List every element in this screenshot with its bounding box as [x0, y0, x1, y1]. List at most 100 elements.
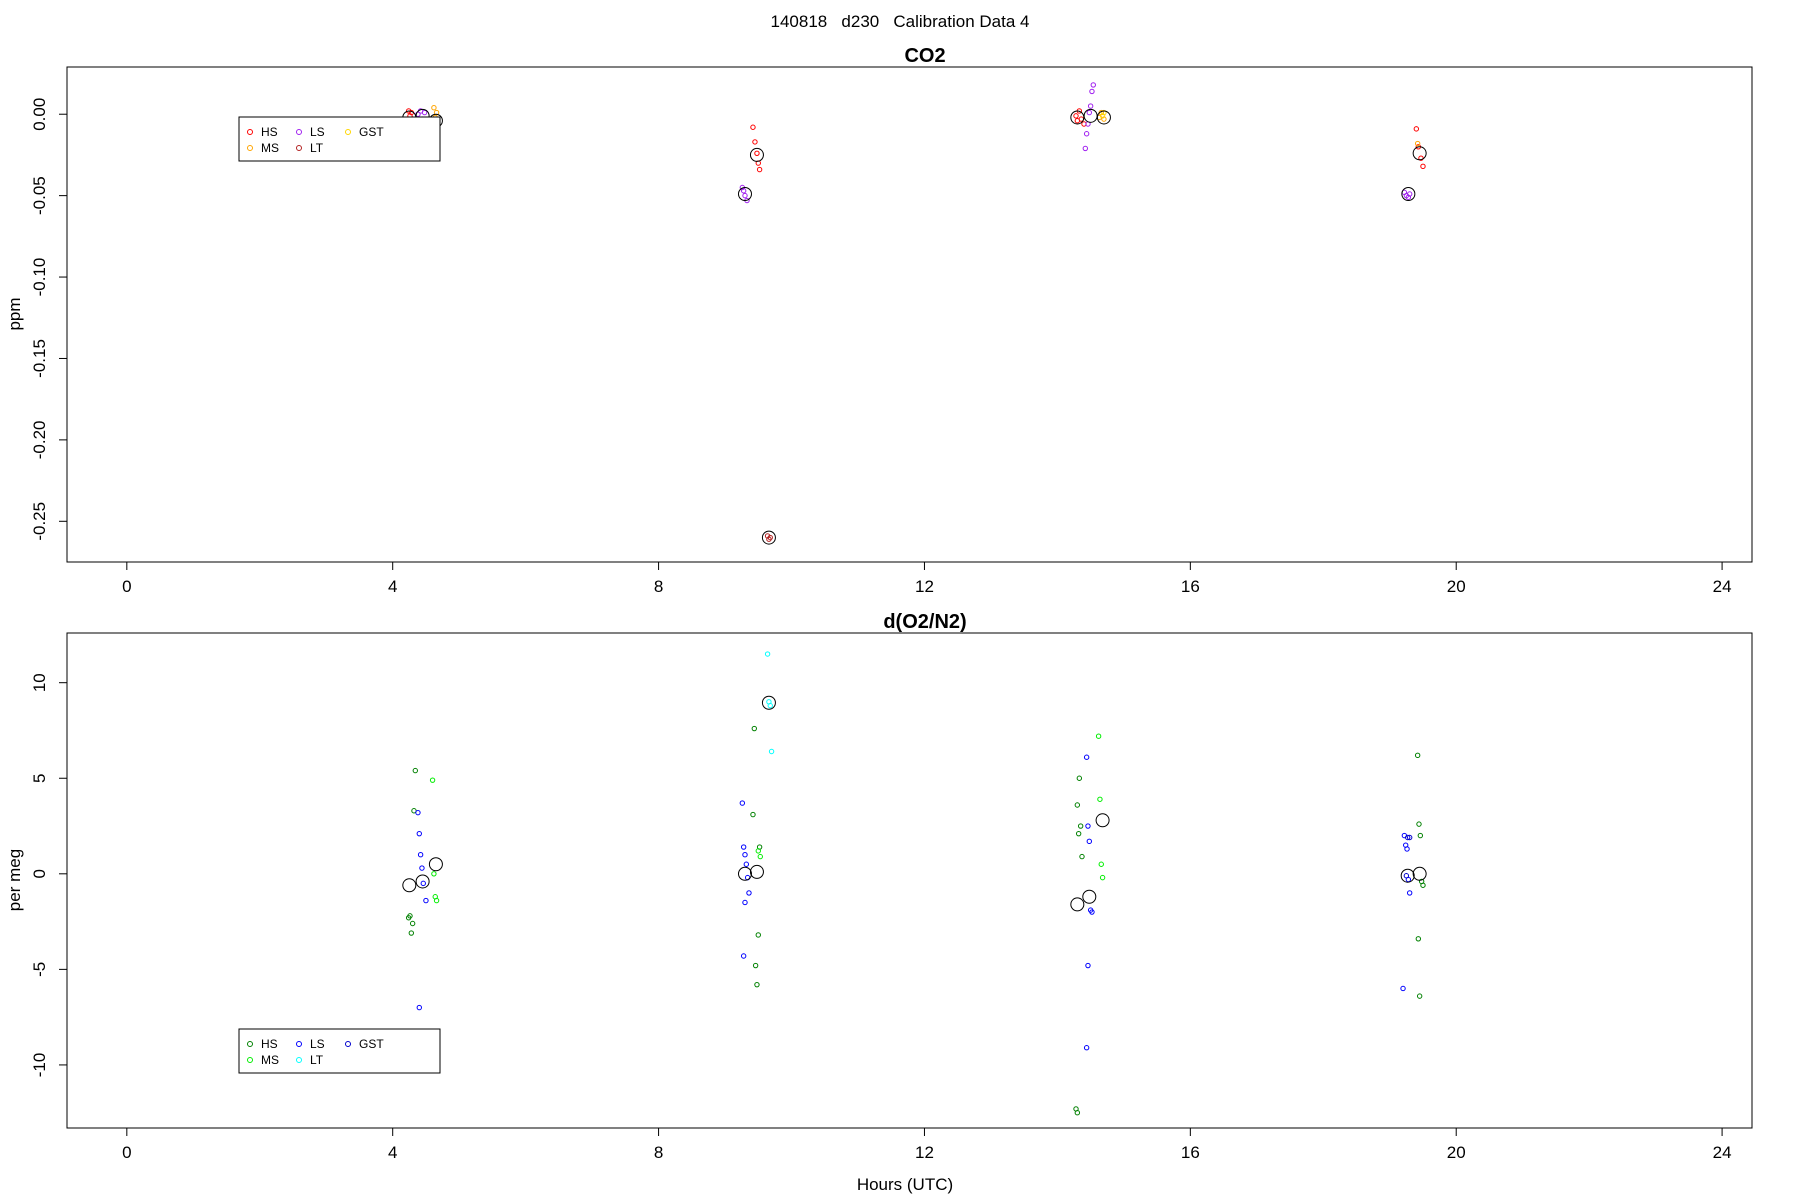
- mean-marker: [1095, 813, 1110, 828]
- x-tick-label: 8: [654, 1143, 663, 1162]
- legend-label-hs: HS: [261, 1037, 278, 1051]
- point-ls: [415, 809, 421, 816]
- mean-marker: [402, 878, 417, 893]
- point-hs: [1413, 126, 1420, 132]
- point-ms: [433, 109, 440, 116]
- mean-marker: [1401, 187, 1416, 202]
- point-ms: [1414, 140, 1421, 147]
- panel-o2n2: d(O2/N2) 0 4 8 12 16 20 24 10 5 0 -5 -10 per meg Ho…: [5, 611, 1753, 1194]
- point-ls: [1083, 1045, 1090, 1051]
- point-ls: [1086, 109, 1092, 116]
- panel-title-co2: CO2: [904, 45, 945, 67]
- point-ls: [742, 851, 748, 858]
- point-ls: [416, 1004, 422, 1011]
- point-ls: [421, 109, 428, 116]
- point-hs: [754, 150, 760, 156]
- point-hs: [751, 725, 757, 732]
- y-tick-label: 0.00: [30, 98, 49, 131]
- point-ls: [1089, 909, 1095, 915]
- x-tick-label: 0: [122, 1143, 131, 1162]
- mean-marker: [761, 695, 776, 710]
- x-tick-label: 20: [1447, 577, 1466, 596]
- point-ms: [1099, 874, 1106, 881]
- panel-co2: CO2 0 4 8 12 16 20 24 0.00 -0.05 -0.10 -0.15 -0.20 -…: [5, 45, 1753, 596]
- legend-marker-hs: [247, 129, 253, 135]
- point-hs: [1417, 832, 1424, 839]
- point-hs: [412, 767, 418, 774]
- y-axis-label-co2: ppm: [5, 297, 24, 330]
- x-tick-label: 24: [1713, 577, 1732, 596]
- x-tick-label: 12: [915, 1143, 934, 1162]
- axes-o2n2: 0 4 8 12 16 20 24 10 5 0 -5 -10: [30, 673, 1732, 1162]
- legend-box-o2n2: [238, 1028, 441, 1074]
- x-tick-label: 4: [388, 1143, 397, 1162]
- mean-marker: [1412, 146, 1427, 161]
- point-hs: [1075, 830, 1082, 837]
- point-ms: [1095, 733, 1102, 739]
- point-hs: [752, 962, 759, 969]
- point-ls: [742, 192, 748, 199]
- point-ls: [420, 880, 426, 887]
- point-ls: [1082, 145, 1089, 152]
- legend-marker-lt: [296, 145, 302, 151]
- point-ls: [740, 844, 747, 850]
- point-ls: [1087, 103, 1094, 109]
- y-tick-label: 0: [30, 869, 49, 878]
- legend-marker-lt: [296, 1057, 302, 1063]
- legend-marker-hs: [247, 1041, 253, 1047]
- mean-marker: [761, 530, 776, 545]
- y-tick-label: 5: [30, 774, 49, 783]
- main-title: 140818 d230 Calibration Data 4: [771, 12, 1030, 31]
- legend-label-ms: MS: [261, 1053, 279, 1067]
- legend-label-gst: GST: [359, 1037, 384, 1051]
- point-ms: [429, 777, 436, 783]
- point-hs: [750, 124, 756, 130]
- point-ls: [1400, 985, 1406, 992]
- point-ls: [1085, 962, 1091, 969]
- point-ls: [416, 830, 422, 837]
- y-tick-label: 10: [30, 673, 49, 692]
- point-ls: [1406, 191, 1413, 197]
- x-tick-label: 16: [1181, 577, 1200, 596]
- point-lt: [768, 748, 775, 755]
- point-ls: [1089, 88, 1095, 95]
- point-ls: [1090, 82, 1096, 88]
- point-ms: [1098, 861, 1104, 867]
- point-ls: [1083, 131, 1090, 137]
- point-hs: [1414, 752, 1421, 759]
- mean-marker: [737, 187, 752, 202]
- x-tick-label: 8: [654, 577, 663, 596]
- panel-title-o2n2: d(O2/N2): [883, 611, 966, 633]
- x-tick-label: 16: [1181, 1143, 1200, 1162]
- point-hs: [1076, 775, 1083, 781]
- point-ls: [417, 851, 424, 858]
- point-hs: [755, 932, 761, 938]
- point-gst: [1406, 834, 1413, 841]
- point-ls: [739, 800, 746, 806]
- point-ls: [740, 953, 747, 959]
- legend-marker-ls: [296, 129, 302, 135]
- x-tick-label: 0: [122, 577, 131, 596]
- point-ms: [431, 871, 437, 877]
- legend-label-ls: LS: [310, 1037, 325, 1051]
- point-hs: [754, 981, 760, 988]
- point-ls: [1404, 846, 1410, 852]
- point-hs: [409, 920, 416, 927]
- point-ls: [1083, 754, 1090, 760]
- y-tick-label: -0.10: [30, 258, 49, 297]
- point-hs: [1074, 802, 1081, 808]
- point-ls: [1406, 890, 1413, 896]
- x-axis-label-o2n2: Hours (UTC): [857, 1175, 953, 1194]
- mean-marker: [1412, 866, 1427, 881]
- legend-marker-ms: [247, 145, 253, 151]
- point-hs: [1415, 936, 1422, 942]
- point-ls: [419, 865, 425, 871]
- axes-co2: 0 4 8 12 16 20 24 0.00 -0.05 -0.10 -0.15 -0.20 -0.25: [30, 98, 1732, 596]
- legend-label-ms: MS: [261, 141, 279, 155]
- mean-marker: [1400, 868, 1415, 883]
- point-ms: [431, 105, 437, 111]
- legend-marker-gst: [345, 1041, 351, 1047]
- legend-label-lt: LT: [310, 1053, 324, 1067]
- legend-box-co2: [238, 116, 441, 162]
